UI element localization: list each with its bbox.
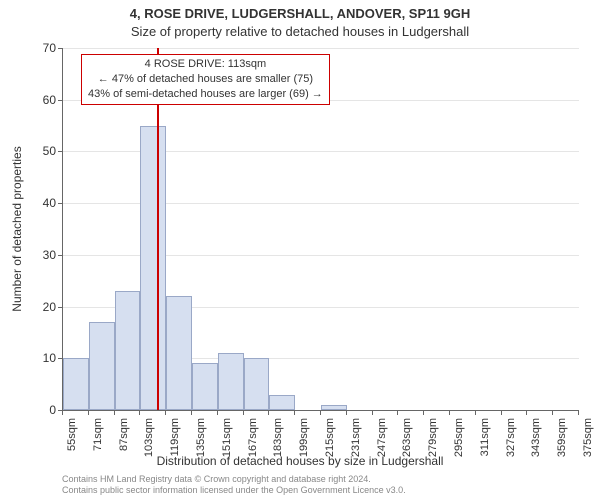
x-tick-label: 295sqm xyxy=(453,418,465,457)
chart-title: 4, ROSE DRIVE, LUDGERSHALL, ANDOVER, SP1… xyxy=(0,6,600,21)
x-tick-label: 135sqm xyxy=(195,418,207,457)
y-tick-label: 70 xyxy=(28,41,56,55)
x-tick-mark xyxy=(165,410,166,415)
x-tick-label: 71sqm xyxy=(92,418,104,451)
x-tick-mark xyxy=(372,410,373,415)
x-tick-mark xyxy=(552,410,553,415)
x-tick-mark xyxy=(62,410,63,415)
x-tick-label: 279sqm xyxy=(427,418,439,457)
y-tick-label: 0 xyxy=(28,403,56,417)
y-tick-label: 10 xyxy=(28,351,56,365)
attribution-line1: Contains HM Land Registry data © Crown c… xyxy=(62,474,406,485)
infobox-line3: 43% of semi-detached houses are larger (… xyxy=(88,87,323,102)
histogram-bar xyxy=(269,395,295,411)
x-tick-mark xyxy=(191,410,192,415)
x-tick-mark xyxy=(346,410,347,415)
histogram-bar xyxy=(244,358,270,410)
y-axis-label: Number of detached properties xyxy=(10,48,28,410)
x-tick-mark xyxy=(475,410,476,415)
y-tick-label: 60 xyxy=(28,93,56,107)
x-tick-mark xyxy=(578,410,579,415)
x-tick-mark xyxy=(320,410,321,415)
x-tick-mark xyxy=(139,410,140,415)
chart-container: 4, ROSE DRIVE, LUDGERSHALL, ANDOVER, SP1… xyxy=(0,0,600,500)
x-tick-mark xyxy=(397,410,398,415)
x-tick-mark xyxy=(114,410,115,415)
x-tick-label: 311sqm xyxy=(479,418,491,456)
histogram-bar xyxy=(192,363,218,410)
y-tick-label: 40 xyxy=(28,196,56,210)
attribution-line2: Contains public sector information licen… xyxy=(62,485,406,496)
histogram-bar xyxy=(218,353,244,410)
histogram-bar xyxy=(89,322,115,410)
x-tick-mark xyxy=(449,410,450,415)
x-tick-mark xyxy=(501,410,502,415)
y-tick-label: 20 xyxy=(28,300,56,314)
x-tick-label: 215sqm xyxy=(324,418,336,457)
x-tick-mark xyxy=(217,410,218,415)
infobox-line2: ← 47% of detached houses are smaller (75… xyxy=(88,72,323,87)
x-tick-label: 151sqm xyxy=(221,418,233,457)
x-tick-mark xyxy=(294,410,295,415)
x-tick-label: 327sqm xyxy=(505,418,517,457)
x-tick-label: 87sqm xyxy=(118,418,130,451)
histogram-bar xyxy=(140,126,166,410)
x-tick-label: 263sqm xyxy=(401,418,413,457)
attribution: Contains HM Land Registry data © Crown c… xyxy=(62,474,406,496)
x-tick-label: 343sqm xyxy=(530,418,542,457)
x-tick-mark xyxy=(243,410,244,415)
gridline xyxy=(63,48,579,49)
y-tick-label: 50 xyxy=(28,144,56,158)
x-tick-label: 55sqm xyxy=(66,418,78,451)
x-tick-mark xyxy=(423,410,424,415)
histogram-bar xyxy=(63,358,89,410)
x-tick-label: 199sqm xyxy=(298,418,310,457)
x-tick-label: 103sqm xyxy=(143,418,155,457)
x-tick-label: 119sqm xyxy=(169,418,181,456)
x-tick-label: 231sqm xyxy=(350,418,362,457)
x-tick-label: 359sqm xyxy=(556,418,568,457)
y-tick-label: 30 xyxy=(28,248,56,262)
x-tick-label: 375sqm xyxy=(582,418,594,457)
x-axis-label: Distribution of detached houses by size … xyxy=(0,454,600,468)
x-tick-label: 183sqm xyxy=(272,418,284,457)
histogram-bar xyxy=(115,291,141,410)
x-tick-mark xyxy=(268,410,269,415)
x-tick-mark xyxy=(526,410,527,415)
chart-subtitle: Size of property relative to detached ho… xyxy=(0,24,600,39)
histogram-bar xyxy=(166,296,192,410)
infobox-line1: 4 ROSE DRIVE: 113sqm xyxy=(88,57,323,72)
info-box: 4 ROSE DRIVE: 113sqm ← 47% of detached h… xyxy=(81,54,330,105)
x-tick-label: 167sqm xyxy=(247,418,259,457)
plot-area: 4 ROSE DRIVE: 113sqm ← 47% of detached h… xyxy=(62,48,579,411)
histogram-bar xyxy=(321,405,347,410)
x-tick-label: 247sqm xyxy=(376,418,388,457)
x-tick-mark xyxy=(88,410,89,415)
